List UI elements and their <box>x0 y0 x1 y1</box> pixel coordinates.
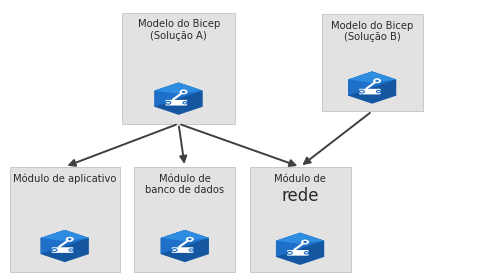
FancyBboxPatch shape <box>134 167 235 272</box>
Circle shape <box>182 101 187 104</box>
Circle shape <box>373 79 380 83</box>
Polygon shape <box>41 230 89 254</box>
FancyBboxPatch shape <box>321 14 422 111</box>
Text: Módulo de: Módulo de <box>273 174 325 184</box>
Polygon shape <box>160 230 209 254</box>
FancyBboxPatch shape <box>287 250 308 256</box>
Polygon shape <box>41 230 89 262</box>
Circle shape <box>359 90 363 93</box>
Polygon shape <box>275 233 323 244</box>
Polygon shape <box>154 83 202 107</box>
FancyBboxPatch shape <box>359 89 380 95</box>
Polygon shape <box>154 83 202 115</box>
Circle shape <box>186 237 193 241</box>
Circle shape <box>188 238 191 240</box>
Text: Modelo do Bicep
(Solução B): Modelo do Bicep (Solução B) <box>330 21 412 43</box>
Circle shape <box>180 90 187 94</box>
Text: Módulo de
banco de dados: Módulo de banco de dados <box>145 174 224 195</box>
Circle shape <box>66 237 73 241</box>
Circle shape <box>69 249 73 251</box>
Text: Módulo de aplicativo: Módulo de aplicativo <box>13 174 116 184</box>
Circle shape <box>189 249 193 251</box>
Circle shape <box>376 90 380 93</box>
Text: Modelo do Bicep
(Solução A): Modelo do Bicep (Solução A) <box>137 19 219 41</box>
Polygon shape <box>154 83 202 94</box>
Circle shape <box>287 251 292 254</box>
Polygon shape <box>348 71 395 104</box>
Text: rede: rede <box>281 187 318 205</box>
Polygon shape <box>348 71 395 96</box>
Circle shape <box>172 249 177 252</box>
Polygon shape <box>160 230 209 241</box>
FancyBboxPatch shape <box>171 247 193 253</box>
Polygon shape <box>348 71 395 83</box>
Circle shape <box>304 252 308 254</box>
FancyBboxPatch shape <box>10 167 120 272</box>
Circle shape <box>166 101 170 104</box>
FancyBboxPatch shape <box>122 13 235 124</box>
Circle shape <box>302 241 306 243</box>
Circle shape <box>301 240 308 244</box>
Circle shape <box>375 80 378 82</box>
Circle shape <box>52 249 57 252</box>
Polygon shape <box>41 230 89 241</box>
Polygon shape <box>160 230 209 262</box>
Circle shape <box>182 91 185 93</box>
Polygon shape <box>275 233 323 265</box>
Polygon shape <box>275 233 323 257</box>
FancyBboxPatch shape <box>249 167 350 272</box>
Circle shape <box>68 238 72 240</box>
FancyBboxPatch shape <box>52 247 73 253</box>
FancyBboxPatch shape <box>166 100 187 106</box>
